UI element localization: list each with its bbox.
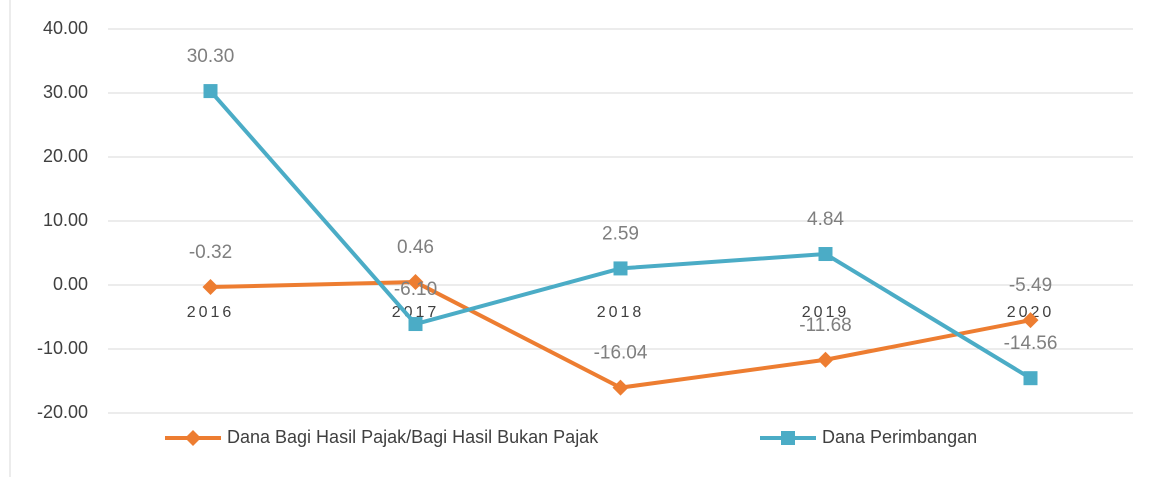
marker: [1022, 312, 1039, 329]
data-label: -5.49: [1009, 275, 1052, 296]
marker: [613, 261, 628, 276]
x-tick-label: 2019: [802, 304, 850, 321]
data-label: -11.68: [799, 315, 851, 336]
marker: [612, 379, 629, 396]
y-tick-label: 20.00: [43, 146, 88, 166]
marker: [1023, 371, 1038, 386]
legend-label: Dana Bagi Hasil Pajak/Bagi Hasil Bukan P…: [227, 427, 599, 447]
y-tick-label: 10.00: [43, 210, 88, 230]
marker: [408, 317, 423, 332]
marker: [818, 247, 833, 262]
marker: [817, 351, 834, 368]
x-tick-label: 2016: [187, 304, 235, 321]
legend-label: Dana Perimbangan: [822, 427, 977, 447]
marker: [407, 274, 424, 291]
data-label: -0.32: [189, 242, 232, 263]
y-tick-label: 30.00: [43, 82, 88, 102]
data-label: 4.84: [807, 209, 844, 230]
marker: [202, 279, 219, 296]
marker: [781, 431, 795, 445]
marker: [185, 430, 201, 446]
data-label: -16.04: [594, 343, 648, 364]
y-tick-label: -20.00: [37, 402, 88, 422]
x-tick-label: 2018: [597, 304, 645, 321]
data-label: 2.59: [602, 223, 639, 244]
y-tick-label: 40.00: [43, 18, 88, 38]
y-tick-label: 0.00: [53, 274, 88, 294]
data-label: 0.46: [397, 237, 434, 258]
series-line: [210, 280, 1031, 390]
data-label: 30.30: [187, 46, 235, 67]
y-tick-label: -10.00: [37, 338, 88, 358]
marker: [203, 84, 218, 99]
x-tick-label: 2020: [1007, 304, 1055, 321]
data-label: -6.10: [394, 279, 437, 300]
data-label: -14.56: [1004, 333, 1058, 354]
